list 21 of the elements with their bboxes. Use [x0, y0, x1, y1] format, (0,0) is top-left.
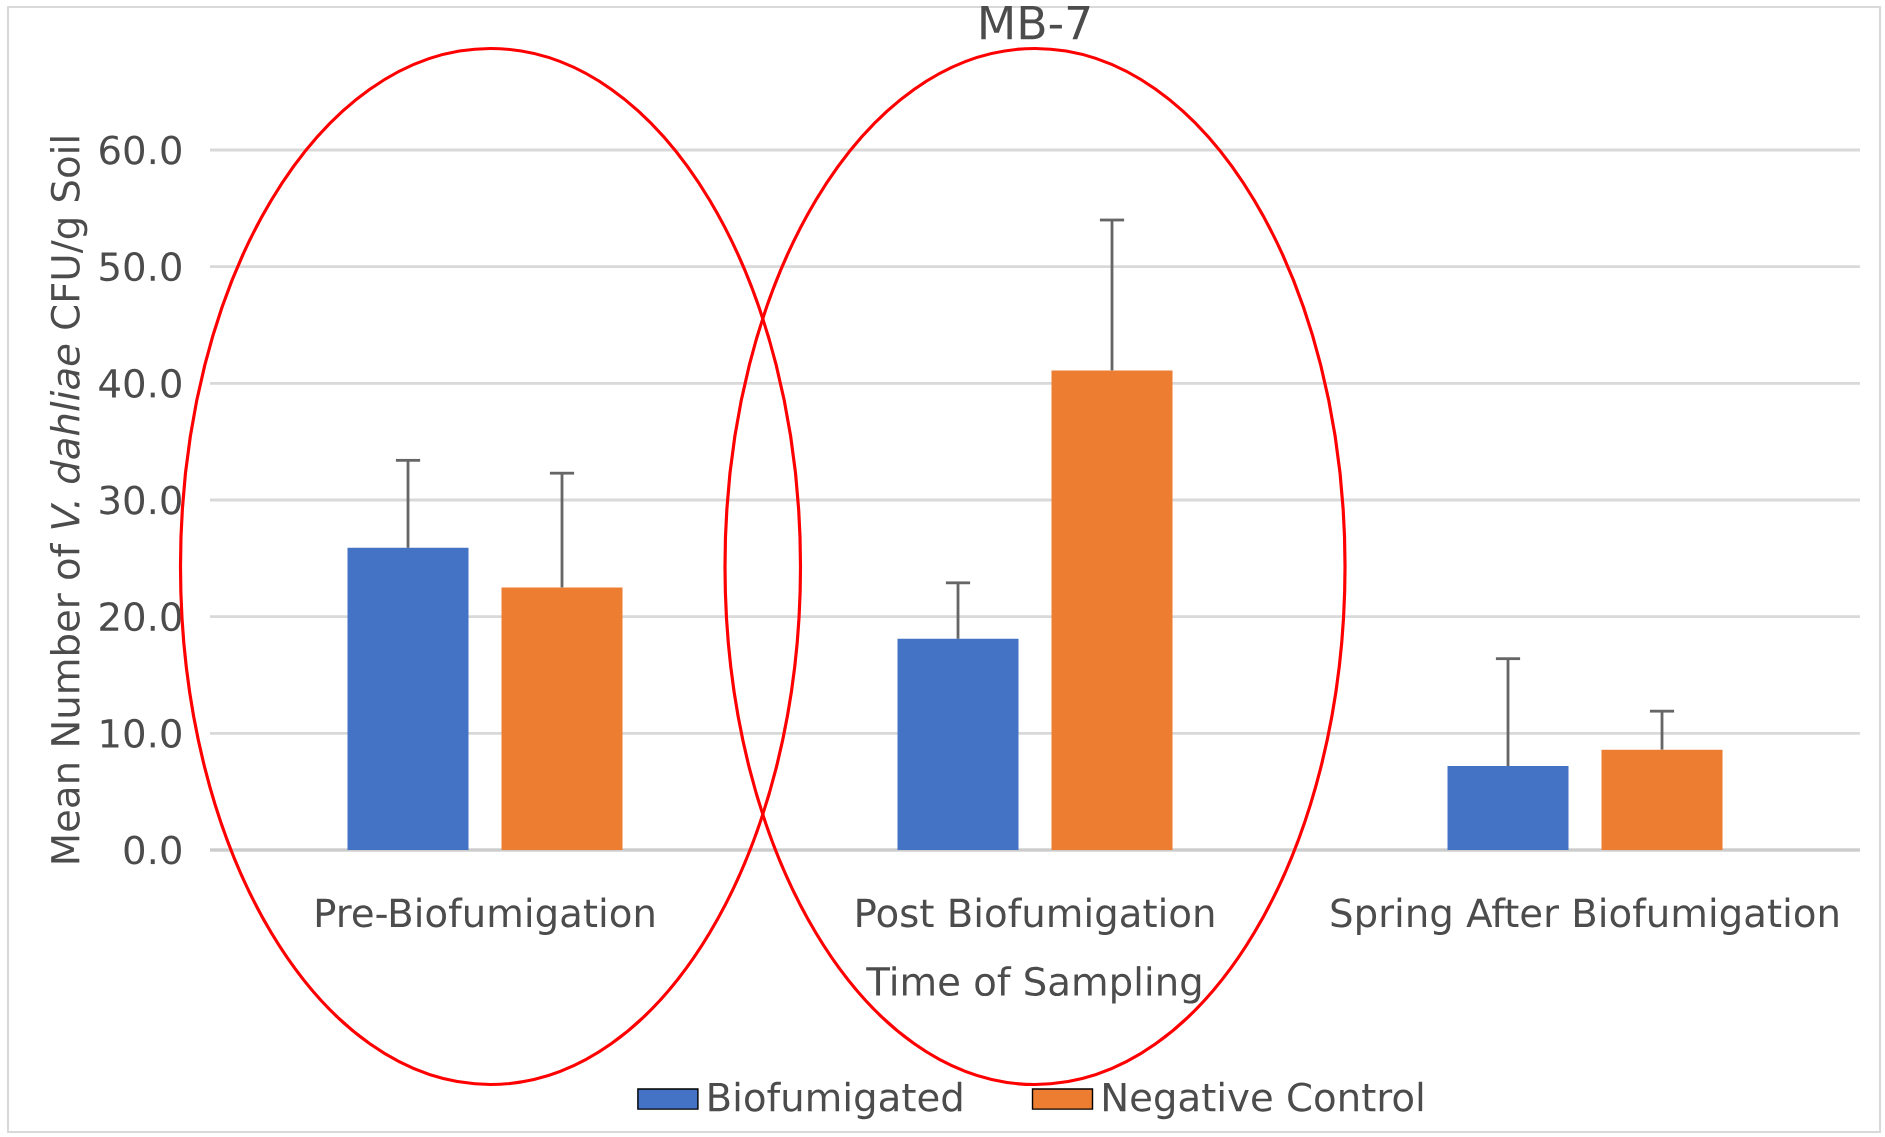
y-axis-title: Mean Number of V. dahliae CFU/g Soil	[49, 137, 88, 863]
legend-label: Biofumigated	[709, 1081, 962, 1120]
bar	[1601, 749, 1723, 850]
bar	[1051, 370, 1173, 850]
bar	[1447, 765, 1569, 850]
legend-label: Negative Control	[1104, 1081, 1423, 1120]
x-axis-title: Time of Sampling	[866, 966, 1201, 1004]
chart-title: MB-7	[981, 5, 1090, 40]
y-tick-label: 20.0	[100, 602, 181, 632]
y-tick-label: 40.0	[99, 368, 181, 398]
bar	[501, 587, 623, 850]
x-tick-label: Pre-Biofumigation	[316, 897, 654, 935]
y-tick-label: 30.0	[100, 485, 181, 515]
x-tick-label: Post Biofumigation	[857, 897, 1214, 935]
y-tick-label: 50.0	[100, 252, 181, 282]
y-tick-label: 10.0	[101, 718, 181, 748]
bar	[897, 638, 1019, 850]
y-tick-label: 60.0	[100, 135, 181, 165]
y-tick-label: 0.0	[124, 835, 181, 865]
x-tick-label: Spring After Biofumigation	[1331, 897, 1838, 935]
bar	[347, 547, 469, 850]
